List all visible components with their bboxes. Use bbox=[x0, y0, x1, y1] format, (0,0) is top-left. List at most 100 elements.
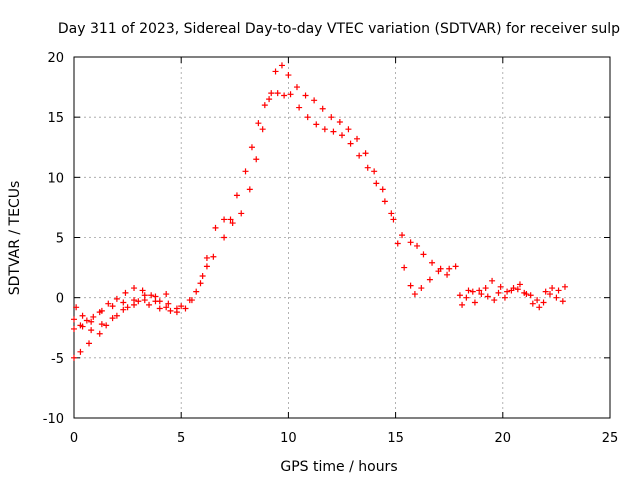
data-point-track-b-32 bbox=[336, 118, 343, 125]
y-tick-label-4: 10 bbox=[47, 171, 64, 186]
data-point-track-a-37 bbox=[373, 180, 380, 187]
chart-title: Day 311 of 2023, Sidereal Day-to-day VTE… bbox=[58, 21, 620, 37]
data-point-track-a-47 bbox=[452, 263, 459, 270]
data-point-track-c-8 bbox=[139, 287, 146, 294]
data-point-track-b-24 bbox=[272, 68, 279, 75]
data-point-track-b-44 bbox=[426, 276, 433, 283]
data-point-track-b-6 bbox=[120, 299, 127, 306]
data-point-track-e-2 bbox=[469, 288, 476, 295]
grid-lines bbox=[74, 57, 610, 418]
data-point-track-b-0 bbox=[71, 325, 77, 332]
data-point-track-f-0 bbox=[459, 301, 466, 308]
data-point-track-e-1 bbox=[463, 294, 470, 301]
data-point-track-d-2 bbox=[88, 327, 95, 334]
data-point-track-b-26 bbox=[285, 72, 292, 79]
data-point-track-a-41 bbox=[407, 239, 414, 246]
data-point-track-a-26 bbox=[281, 92, 288, 99]
data-point-track-a-16 bbox=[210, 253, 217, 260]
data-point-track-b-42 bbox=[411, 291, 418, 298]
data-point-track-c-7 bbox=[131, 285, 138, 292]
data-point-track-a-43 bbox=[420, 251, 427, 258]
data-point-track-d-3 bbox=[98, 321, 105, 328]
data-point-track-f-7 bbox=[504, 288, 511, 295]
series-track-d bbox=[71, 291, 170, 334]
axis-ticks bbox=[73, 56, 611, 419]
data-point-track-b-30 bbox=[319, 105, 326, 112]
data-point-track-b-20 bbox=[246, 186, 253, 193]
data-point-track-a-36 bbox=[364, 164, 371, 171]
data-points bbox=[71, 62, 568, 361]
data-point-track-a-20 bbox=[242, 168, 249, 175]
data-point-track-b-3 bbox=[90, 313, 97, 320]
x-tick-label-3: 15 bbox=[387, 431, 404, 446]
data-point-track-a-33 bbox=[339, 132, 345, 139]
data-point-track-b-46 bbox=[444, 271, 451, 278]
data-point-track-e-4 bbox=[482, 285, 489, 292]
data-point-track-c-11 bbox=[165, 300, 172, 307]
data-point-track-d-9 bbox=[163, 291, 170, 298]
data-point-track-a-40 bbox=[399, 232, 406, 239]
x-axis-label: GPS time / hours bbox=[280, 459, 397, 475]
data-point-track-e-6 bbox=[495, 289, 502, 296]
data-point-track-c-5 bbox=[113, 295, 120, 302]
data-point-track-b-33 bbox=[345, 126, 352, 133]
data-point-track-b-2 bbox=[83, 317, 90, 324]
data-point-track-b-40 bbox=[401, 264, 408, 271]
data-point-track-a-6 bbox=[124, 304, 131, 311]
y-axis-label: SDTVAR / TECUs bbox=[7, 181, 23, 296]
data-point-track-a-11 bbox=[178, 303, 185, 310]
data-point-track-a-31 bbox=[321, 126, 328, 133]
data-point-track-c-4 bbox=[105, 300, 112, 307]
data-point-track-f-2 bbox=[471, 299, 478, 306]
series-track-f bbox=[459, 281, 568, 311]
data-point-track-b-35 bbox=[362, 150, 369, 157]
data-point-track-f-15 bbox=[555, 287, 562, 294]
data-point-track-f-11 bbox=[529, 300, 536, 307]
data-point-track-b-5 bbox=[109, 303, 116, 310]
data-point-track-b-21 bbox=[253, 156, 260, 163]
data-point-track-a-46 bbox=[446, 265, 453, 272]
series-track-b bbox=[71, 62, 451, 332]
data-point-track-a-35 bbox=[356, 152, 363, 159]
data-point-track-b-38 bbox=[388, 210, 395, 217]
series-track-e bbox=[456, 277, 566, 306]
data-point-track-d-0 bbox=[71, 316, 77, 323]
data-point-track-a-3 bbox=[96, 330, 103, 337]
data-point-track-e-3 bbox=[476, 287, 483, 294]
data-point-track-f-10 bbox=[523, 291, 530, 298]
data-point-track-c-3 bbox=[96, 309, 103, 316]
y-tick-label-2: 0 bbox=[56, 292, 64, 307]
data-point-track-f-13 bbox=[542, 288, 549, 295]
data-point-track-f-12 bbox=[536, 304, 543, 311]
data-point-track-c-10 bbox=[156, 298, 163, 305]
data-point-track-f-1 bbox=[465, 287, 472, 294]
data-point-track-a-30 bbox=[313, 121, 320, 128]
x-tick-label-1: 5 bbox=[177, 431, 185, 446]
data-point-track-a-25 bbox=[274, 90, 281, 97]
data-point-track-e-5 bbox=[489, 277, 496, 284]
data-point-track-a-24 bbox=[268, 90, 275, 97]
data-point-track-b-17 bbox=[221, 216, 228, 223]
data-point-track-a-22 bbox=[255, 120, 262, 127]
data-point-track-e-9 bbox=[514, 286, 521, 293]
data-point-track-a-44 bbox=[429, 259, 436, 266]
data-point-track-e-13 bbox=[540, 299, 547, 306]
data-point-track-a-29 bbox=[304, 114, 311, 121]
data-point-track-a-39 bbox=[390, 216, 397, 223]
data-point-track-a-4 bbox=[103, 322, 110, 329]
data-point-track-f-9 bbox=[516, 281, 523, 288]
data-point-track-f-8 bbox=[510, 285, 517, 292]
data-point-track-b-43 bbox=[418, 285, 425, 292]
data-point-track-a-42 bbox=[414, 242, 421, 249]
data-point-track-e-14 bbox=[546, 291, 553, 298]
data-point-track-e-16 bbox=[559, 298, 566, 305]
data-point-track-a-19 bbox=[233, 192, 240, 199]
data-point-track-f-14 bbox=[549, 285, 556, 292]
data-point-track-a-23 bbox=[261, 102, 268, 109]
axis-tick-labels: 0 5 10 15 20 25 -10 -5 0 5 10 15 20 bbox=[43, 51, 619, 446]
data-point-track-a-8 bbox=[146, 301, 153, 308]
data-point-track-b-27 bbox=[293, 84, 300, 91]
data-point-track-b-18 bbox=[229, 220, 236, 227]
data-point-track-a-18 bbox=[227, 216, 234, 223]
data-point-track-b-31 bbox=[328, 114, 335, 121]
